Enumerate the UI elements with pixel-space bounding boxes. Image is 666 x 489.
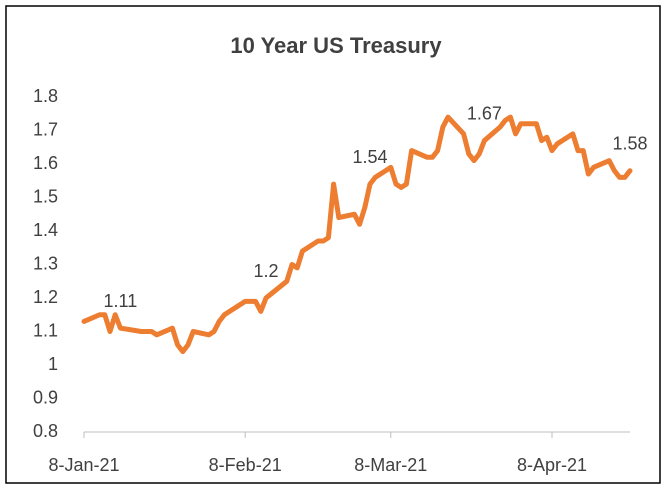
x-tick-label: 8-Apr-21 <box>517 455 587 475</box>
y-tick-label: 1.5 <box>33 186 58 206</box>
data-label: 1.54 <box>352 147 387 167</box>
chart-frame <box>5 5 661 484</box>
x-tick-label: 8-Feb-21 <box>209 455 282 475</box>
y-tick-label: 1 <box>48 354 58 374</box>
y-tick-label: 0.8 <box>33 421 58 441</box>
data-label: 1.11 <box>104 291 138 311</box>
y-tick-label: 1.7 <box>33 119 58 139</box>
y-tick-label: 1.1 <box>33 320 58 340</box>
y-tick-label: 1.6 <box>33 153 58 173</box>
data-label: 1.58 <box>612 133 647 153</box>
x-tick-label: 8-Mar-21 <box>354 455 427 475</box>
y-tick-label: 1.4 <box>33 220 58 240</box>
y-tick-label: 0.9 <box>33 387 58 407</box>
data-label: 1.67 <box>467 103 502 123</box>
y-tick-label: 1.2 <box>33 287 58 307</box>
x-tick-label: 8-Jan-21 <box>48 455 119 475</box>
y-tick-label: 1.8 <box>33 86 58 106</box>
data-label: 1.2 <box>253 261 278 281</box>
y-tick-label: 1.3 <box>33 253 58 273</box>
chart-title: 10 Year US Treasury <box>230 33 442 58</box>
data-line <box>81 114 633 355</box>
